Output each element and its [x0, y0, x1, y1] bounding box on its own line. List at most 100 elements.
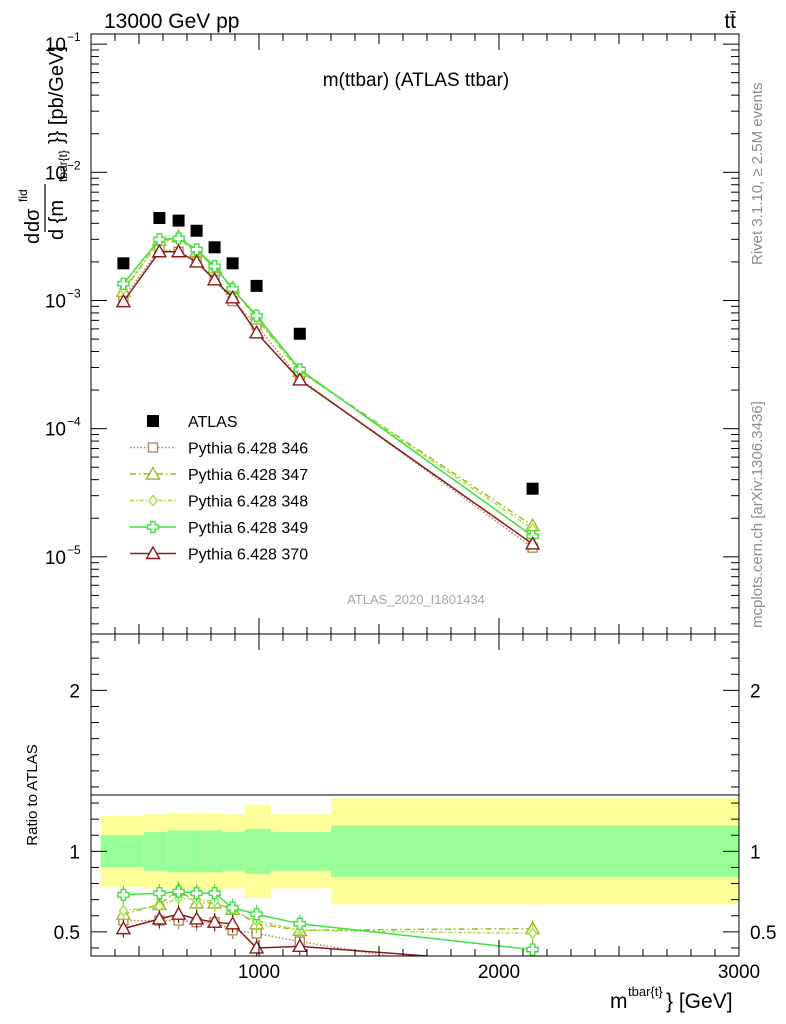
main-frame — [90, 33, 740, 635]
series-1 — [118, 244, 538, 553]
diamond-marker — [527, 927, 538, 940]
legend-entry: Pythia 6.428 347 — [130, 466, 308, 484]
triangle-marker — [292, 372, 308, 386]
ratio-y-tick-label-right: 0.5 — [750, 923, 776, 944]
ratio-frame — [90, 633, 740, 957]
process-label: tt̄ — [724, 10, 736, 33]
cross-marker — [190, 887, 203, 900]
ratio-series-3 — [117, 882, 539, 956]
ratio-series-0 — [118, 911, 392, 956]
energy-label: 13000 GeV pp — [104, 10, 239, 33]
atlas-data-point — [117, 257, 130, 270]
triangle-marker — [224, 915, 241, 930]
y-tick-label: 10 — [45, 35, 66, 56]
analysis-id: ATLAS_2020_I1801434 — [347, 592, 485, 607]
cross-marker — [250, 907, 263, 921]
cross-marker — [153, 887, 166, 900]
series-line — [122, 237, 534, 537]
plot-title: m(ttbar) (ATLAS ttbar) — [323, 70, 510, 91]
cross-marker — [250, 309, 263, 322]
x-label-m: m — [610, 990, 628, 1013]
triangle-marker — [248, 324, 265, 339]
x-tick-label: 2000 — [478, 962, 520, 983]
y-label-unit: }} [pb/GeV] — [46, 46, 68, 144]
triangle-marker — [145, 466, 161, 480]
ratio-series-group — [115, 880, 541, 956]
x-tick-label: 3000 — [718, 962, 760, 983]
diamond-marker — [148, 494, 158, 507]
legend-label: Pythia 6.428 347 — [188, 467, 308, 484]
series-line — [122, 235, 534, 527]
triangle-marker — [206, 914, 223, 928]
mcplots-reference-note: mcplots.cern.ch [arXiv:1306.3436] — [749, 401, 766, 628]
stat-uncertainty-band — [206, 830, 223, 873]
ratio-y-tick-label-left: 2 — [69, 681, 80, 702]
legend-entry: Pythia 6.428 349 — [130, 520, 308, 537]
ratio-y-tick-label-left: 1 — [69, 842, 80, 863]
cross-marker — [293, 363, 306, 376]
legend-label: Pythia 6.428 349 — [188, 520, 308, 537]
y-tick-exponent: −3 — [67, 286, 81, 300]
cross-marker — [208, 887, 221, 900]
cross-marker — [117, 888, 130, 902]
cross-marker — [190, 243, 203, 256]
rivet-version-note: Rivet 3.1.10, ≥ 2.5M events — [749, 83, 766, 266]
atlas-data-point — [250, 279, 263, 292]
legend-label: Pythia 6.428 346 — [188, 441, 308, 458]
legend-entry: Pythia 6.428 346 — [130, 441, 308, 458]
y-tick-label: 10 — [45, 548, 66, 569]
ratio-panel: 0.5 0.5 1 1 2 2 1000 2000 3000 Ratio to ATLAS — [24, 633, 776, 983]
legend-label: Pythia 6.428 370 — [188, 547, 308, 564]
stat-uncertainty-band — [331, 825, 739, 878]
triangle-marker — [206, 271, 223, 286]
triangle-marker — [524, 536, 541, 550]
atlas-data-point — [172, 214, 185, 227]
cross-marker — [146, 520, 160, 534]
ratio-y-tick-label-right: 1 — [750, 842, 761, 863]
triangle-marker — [188, 911, 205, 925]
triangle-marker — [248, 940, 265, 954]
atlas-data-point — [147, 415, 159, 427]
stat-uncertainty-band — [244, 828, 271, 874]
cross-marker — [208, 260, 221, 273]
y-label-fid: fid — [16, 189, 30, 202]
square-marker — [147, 442, 159, 453]
y-label-d-top: d — [22, 233, 44, 244]
cross-marker — [293, 917, 306, 930]
triangle-marker — [151, 911, 168, 925]
triangle-marker — [151, 243, 168, 258]
x-label-sup: tbar{t} — [628, 984, 663, 999]
triangle-marker — [115, 293, 132, 308]
atlas-data-point — [190, 224, 203, 237]
stat-uncertainty-band — [187, 830, 207, 873]
atlas-data-point — [226, 257, 239, 270]
x-label-unit: } [GeV] — [666, 990, 733, 1013]
main-panel: 10−110−210−310−410−5 m(ttbar) (ATLAS ttb… — [16, 30, 740, 635]
y-tick-exponent: −5 — [67, 543, 81, 557]
y-tick-label: 10 — [45, 291, 66, 312]
cross-marker — [226, 901, 239, 914]
ratio-ticks: 0.5 0.5 1 1 2 2 1000 2000 3000 — [54, 634, 776, 983]
stat-uncertainty-band — [271, 832, 331, 871]
y-tick-exponent: −1 — [67, 30, 81, 44]
series-4 — [117, 232, 539, 543]
series-2 — [115, 228, 541, 532]
series-line — [122, 251, 534, 545]
y-axis-label: d dσ fid d {m tbar{t} }} [pb/GeV] — [16, 46, 70, 244]
cross-marker — [526, 943, 539, 956]
series-5 — [115, 243, 541, 550]
ratio-series — [115, 880, 541, 956]
x-axis-label: m tbar{t} } [GeV] — [610, 984, 733, 1013]
ratio-series-line — [123, 889, 533, 931]
triangle-marker — [292, 938, 308, 953]
y-tick-label: 10 — [45, 420, 66, 441]
ratio-series-line — [123, 913, 437, 956]
stat-uncertainty-band — [100, 835, 144, 868]
y-label-dsigma: dσ — [22, 208, 44, 232]
y-label-denominator: d {m — [46, 200, 68, 240]
ratio-y-tick-label-left: 0.5 — [54, 923, 80, 944]
atlas-data-point — [293, 327, 306, 340]
cross-marker — [117, 277, 130, 290]
atlas-data-point — [526, 482, 539, 495]
triangle-marker — [145, 545, 161, 560]
